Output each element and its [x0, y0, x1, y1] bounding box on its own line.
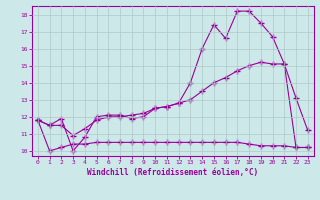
- X-axis label: Windchill (Refroidissement éolien,°C): Windchill (Refroidissement éolien,°C): [87, 168, 258, 177]
